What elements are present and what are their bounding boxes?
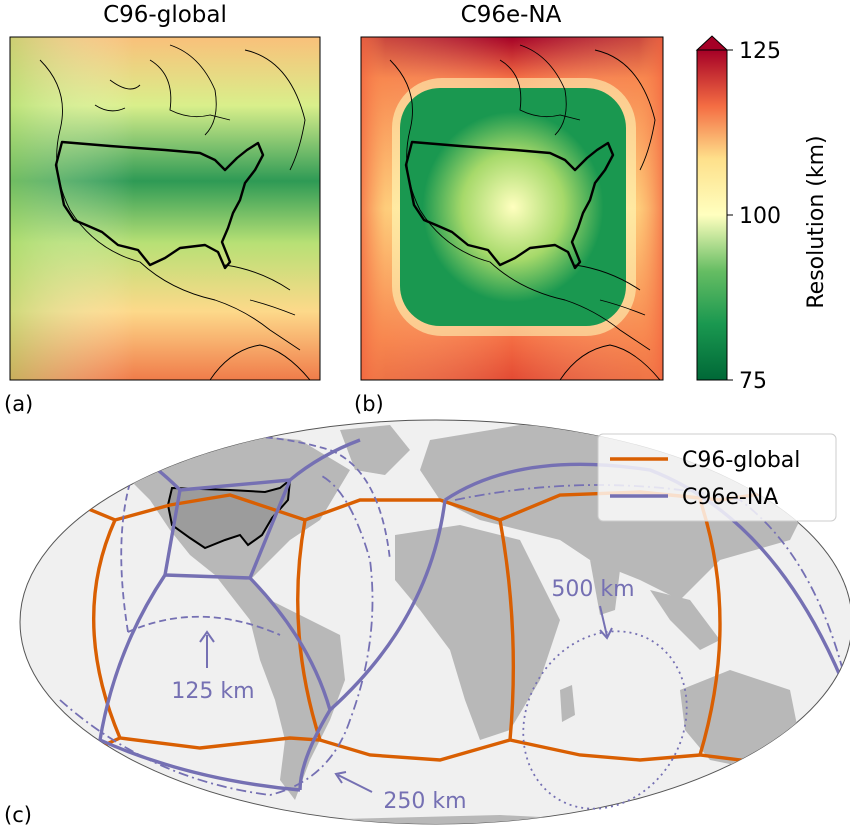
panel-a: C96-global (a)	[4, 2, 321, 416]
colorbar-tick-125: 125	[739, 39, 781, 64]
panel-b-label: (b)	[354, 392, 384, 416]
legend-label-c96-global: C96-global	[682, 448, 800, 473]
globe-conus-outline	[166, 477, 292, 550]
colorbar-label: Resolution (km)	[804, 135, 829, 308]
panel-a-conus-outline	[54, 140, 265, 270]
panel-c: 125 km 250 km 500 km C96-global C96e-NA …	[4, 419, 850, 827]
annotation-250km: 250 km	[334, 771, 467, 814]
annotation-500km-text: 500 km	[551, 577, 634, 602]
panel-b-conus-outline	[404, 140, 615, 270]
colorbar-bar	[696, 49, 728, 381]
annotation-250km-text: 250 km	[383, 789, 466, 814]
panel-b: C96e-NA (b)	[354, 2, 664, 416]
colorbar-extend-arrow	[695, 35, 729, 51]
annotation-500km: 500 km	[551, 577, 635, 640]
legend-label-c96e-na: C96e-NA	[682, 485, 778, 510]
panel-a-coastlines	[39, 44, 311, 380]
panel-c-label: (c)	[4, 803, 32, 827]
panel-a-label: (a)	[4, 392, 33, 416]
colorbar-tick-75: 75	[739, 369, 767, 394]
panel-b-title: C96e-NA	[461, 2, 562, 28]
panel-b-map	[361, 37, 663, 380]
colorbar-tick-100: 100	[739, 204, 781, 229]
panel-b-coastlines	[389, 44, 661, 380]
contour-125km	[120, 435, 391, 636]
legend: C96-global C96e-NA	[597, 433, 837, 522]
panel-a-map	[10, 37, 320, 380]
annotation-125km: 125 km	[171, 630, 255, 704]
panel-a-title: C96-global	[103, 2, 227, 28]
contour-500km	[522, 630, 688, 810]
annotation-125km-text: 125 km	[171, 679, 254, 704]
colorbar: 125 100 75 Resolution (km)	[695, 35, 829, 394]
